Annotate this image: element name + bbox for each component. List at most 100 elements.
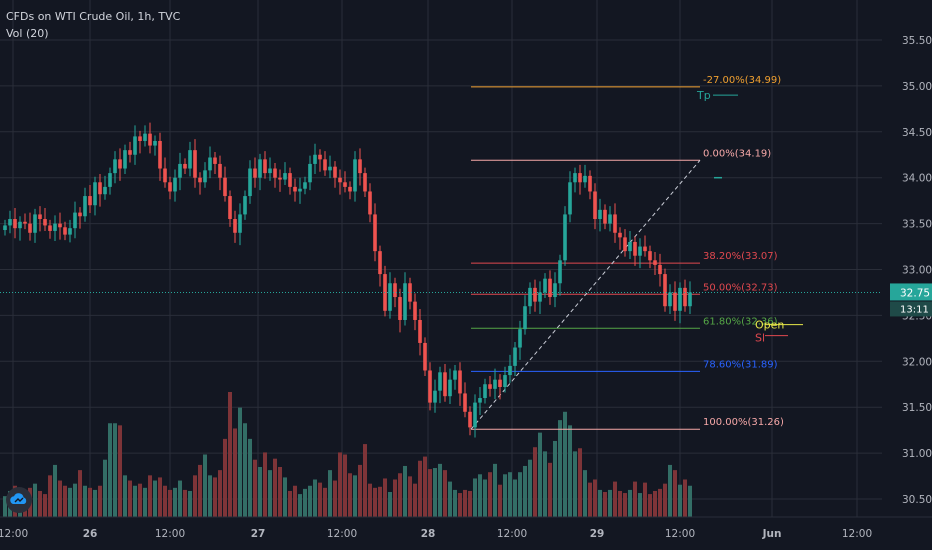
candle-body bbox=[453, 370, 457, 380]
volume-bar bbox=[63, 485, 67, 517]
candle-body bbox=[548, 278, 552, 298]
candle-body bbox=[153, 140, 157, 146]
candle-body bbox=[628, 241, 632, 252]
volume-bar bbox=[688, 485, 692, 517]
candle-body bbox=[618, 232, 622, 238]
candle-body bbox=[13, 219, 17, 229]
volume-bar bbox=[103, 459, 107, 517]
candle-body bbox=[593, 191, 597, 220]
candle-body bbox=[278, 177, 282, 180]
candle-body bbox=[528, 287, 532, 307]
candle-body bbox=[83, 196, 87, 217]
candle-body bbox=[163, 168, 167, 183]
candle-body bbox=[303, 182, 307, 189]
volume-bar bbox=[393, 479, 397, 517]
candle-body bbox=[53, 223, 57, 231]
volume-bar bbox=[458, 493, 462, 517]
candle-body bbox=[523, 306, 527, 330]
candle-body bbox=[663, 274, 667, 307]
volume-bar bbox=[228, 392, 232, 517]
last-price-value: 32.75 bbox=[900, 287, 930, 299]
candle-body bbox=[73, 212, 77, 229]
volume-bar bbox=[633, 481, 637, 517]
candle-body bbox=[673, 292, 677, 311]
volume-bar bbox=[428, 469, 432, 517]
volume-bar bbox=[48, 475, 52, 517]
time-tick-label: 28 bbox=[421, 528, 436, 540]
candle-body bbox=[533, 287, 537, 302]
volume-bar bbox=[288, 490, 292, 517]
volume-bar bbox=[678, 484, 682, 517]
candle-body bbox=[243, 196, 247, 215]
candle-body bbox=[183, 163, 187, 169]
volume-bar bbox=[378, 486, 382, 517]
price-tick-label: 31.00 bbox=[902, 448, 932, 460]
candle-body bbox=[218, 163, 222, 178]
volume-bar bbox=[88, 487, 92, 517]
volume-bar bbox=[68, 487, 72, 517]
volume-bar bbox=[178, 480, 182, 517]
volume-bar bbox=[168, 489, 172, 517]
candle-body bbox=[688, 292, 692, 307]
candle-body bbox=[658, 264, 662, 275]
volume-bar bbox=[303, 488, 307, 517]
volume-bar bbox=[293, 485, 297, 517]
volume-bar bbox=[468, 490, 472, 517]
volume-bar bbox=[473, 478, 477, 517]
volume-bar bbox=[398, 473, 402, 517]
volume-bar bbox=[233, 428, 237, 517]
candle-body bbox=[43, 219, 47, 226]
candle-body bbox=[573, 173, 577, 183]
candle-body bbox=[473, 402, 477, 428]
volume-bar bbox=[248, 438, 252, 517]
volume-bar bbox=[668, 464, 672, 517]
volume-bar bbox=[98, 485, 102, 517]
candle-body bbox=[178, 163, 182, 178]
volume-bars bbox=[3, 392, 692, 517]
fib-level-label: 38.20%(33.07) bbox=[703, 251, 778, 262]
volume-bar bbox=[113, 423, 117, 517]
candle-body bbox=[283, 173, 287, 180]
volume-bar bbox=[333, 480, 337, 517]
candle-body bbox=[438, 372, 442, 391]
candle-body bbox=[293, 186, 297, 192]
volume-bar bbox=[543, 451, 547, 517]
volume-bar bbox=[133, 485, 137, 517]
volume-bar bbox=[243, 423, 247, 517]
candle-body bbox=[173, 177, 177, 192]
last-price-badge bbox=[890, 283, 932, 301]
time-tick-label: Jun bbox=[762, 528, 782, 540]
volume-bar bbox=[343, 454, 347, 517]
time-axis: 12:00 26 12:00 27 12:00 28 12:00 29 12:00 Jun 12:0… bbox=[0, 516, 932, 550]
candle-body bbox=[538, 292, 542, 302]
candle-body bbox=[298, 188, 302, 192]
volume-bar bbox=[683, 479, 687, 517]
candle-body bbox=[563, 214, 567, 261]
candle-body bbox=[583, 175, 587, 183]
candle-body bbox=[48, 225, 52, 231]
volume-bar bbox=[118, 425, 122, 517]
volume-bar bbox=[283, 477, 287, 517]
volume-bar bbox=[563, 411, 567, 517]
candle-body bbox=[193, 150, 197, 178]
volume-bar bbox=[108, 423, 112, 517]
volume-bar bbox=[328, 470, 332, 517]
candle-body bbox=[508, 365, 512, 376]
volume-bar bbox=[443, 470, 447, 517]
candle-body bbox=[133, 136, 137, 155]
volume-bar bbox=[503, 474, 507, 517]
candle-body bbox=[378, 251, 382, 275]
tradingview-logo[interactable] bbox=[6, 487, 32, 513]
candle-body bbox=[23, 221, 27, 224]
volume-bar bbox=[558, 420, 562, 517]
candle-body bbox=[223, 177, 227, 197]
volume-bar bbox=[483, 479, 487, 517]
candle-body bbox=[113, 159, 117, 174]
candle-body bbox=[598, 209, 602, 220]
volume-bar bbox=[153, 480, 157, 517]
volume-bar bbox=[523, 465, 527, 517]
candle-body bbox=[103, 186, 107, 195]
price-tick-label: 34.50 bbox=[902, 127, 932, 139]
volume-bar bbox=[208, 475, 212, 517]
